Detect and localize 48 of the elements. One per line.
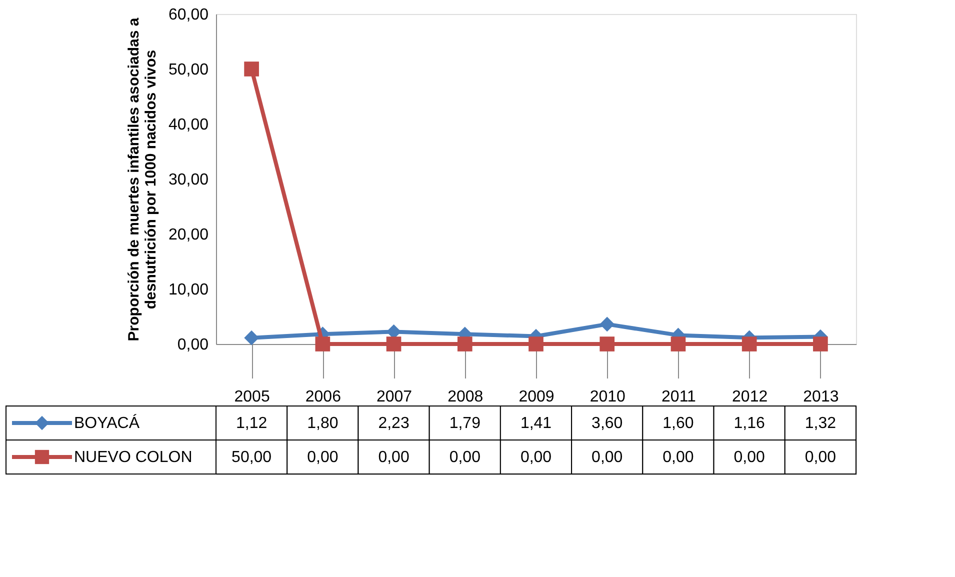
point (670, 336, 686, 352)
legend-label: NUEVO COLON (74, 449, 192, 466)
y-tick-label: 40,00 (168, 116, 209, 134)
x-tick-label: 2007 (376, 388, 412, 406)
y-axis-title: Proporción de muertes infantiles asociadas a desnutrición por 1000 nacidos vivos (125, 17, 160, 342)
data-label: 2,23 (378, 415, 410, 432)
point (742, 336, 757, 352)
legend-label: BOYACÁ (74, 414, 140, 432)
point (457, 336, 472, 352)
point (813, 336, 828, 352)
x-tick-label: 2010 (590, 388, 626, 406)
x-tick-label: 2013 (803, 388, 839, 406)
point (600, 316, 615, 332)
point (600, 336, 615, 352)
data-label: 1,12 (236, 415, 268, 432)
x-tick-label: 2005 (234, 388, 270, 406)
data-label: 0,00 (449, 449, 481, 466)
x-tick-label: 2008 (448, 388, 484, 406)
data-label: 0,00 (592, 449, 623, 466)
y-tick-label: 60,00 (168, 6, 209, 24)
x-tick-label: 2009 (518, 388, 554, 406)
point (386, 336, 402, 352)
y-tick-label: 50,00 (168, 62, 209, 78)
x-tick-label: 2012 (732, 388, 768, 406)
y-tick-label: 10,00 (168, 282, 209, 298)
data-label: 1,60 (662, 415, 694, 432)
data-label: 3,60 (592, 415, 623, 432)
data-label: 1,32 (804, 415, 836, 432)
point (244, 62, 259, 76)
data-label: 0,00 (520, 449, 552, 466)
data-label: 1,79 (449, 415, 481, 432)
data-label: 0,00 (734, 449, 766, 466)
y-tick-label: 0,00 (177, 336, 209, 354)
data-label: 0,00 (662, 449, 694, 466)
data-label: 0,00 (378, 449, 410, 466)
x-tick-label: 2006 (305, 388, 342, 406)
point (528, 336, 544, 352)
y-tick-label: 30,00 (168, 172, 209, 188)
data-label: 1,41 (520, 415, 552, 432)
data-label: 1,16 (734, 415, 766, 432)
data-label: 0,00 (804, 449, 836, 466)
x-tick-label: 2011 (662, 388, 696, 406)
data-label: 50,00 (232, 449, 272, 466)
data-label: 0,00 (307, 449, 338, 466)
y-tick-label: 20,00 (168, 226, 209, 244)
data-label: 1,80 (307, 415, 338, 432)
point (315, 336, 330, 352)
point (244, 330, 259, 346)
